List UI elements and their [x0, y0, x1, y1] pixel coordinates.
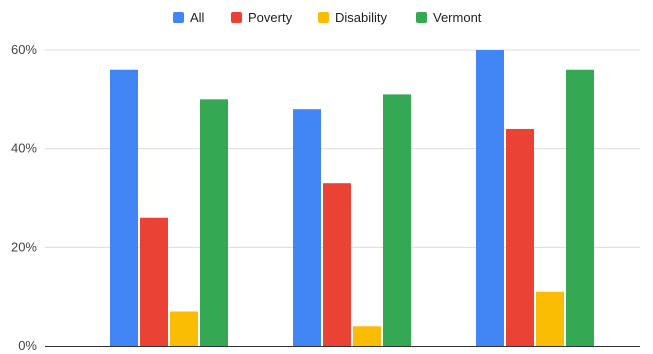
- legend-swatch-all: [173, 12, 184, 23]
- y-tick-label: 40%: [11, 141, 37, 156]
- bar-all-1: [110, 69, 138, 346]
- legend-swatch-disability: [318, 12, 329, 23]
- bar-poverty-1: [140, 217, 168, 346]
- legend-label-vermont: Vermont: [433, 10, 482, 25]
- legend-label-poverty: Poverty: [248, 10, 293, 25]
- legend-swatch-poverty: [231, 12, 242, 23]
- legend-swatch-vermont: [416, 12, 427, 23]
- bar-disability-3: [536, 291, 564, 346]
- y-tick-label: 0%: [18, 338, 37, 353]
- bar-vermont-1: [200, 99, 228, 346]
- bar-disability-2: [353, 326, 381, 346]
- legend-label-all: All: [190, 10, 205, 25]
- y-tick-label: 60%: [11, 42, 37, 57]
- y-axis-ticks: 0% 20% 40% 60%: [11, 42, 37, 353]
- bar-vermont-3: [566, 69, 594, 346]
- bar-poverty-3: [506, 128, 534, 346]
- bar-all-2: [293, 109, 321, 346]
- legend: All Poverty Disability Vermont: [173, 10, 482, 25]
- bar-disability-1: [170, 311, 198, 346]
- bar-all-3: [476, 50, 504, 346]
- legend-label-disability: Disability: [335, 10, 388, 25]
- bar-vermont-2: [383, 94, 411, 347]
- bars: [110, 50, 594, 347]
- y-tick-label: 20%: [11, 239, 37, 254]
- bar-poverty-2: [323, 183, 351, 346]
